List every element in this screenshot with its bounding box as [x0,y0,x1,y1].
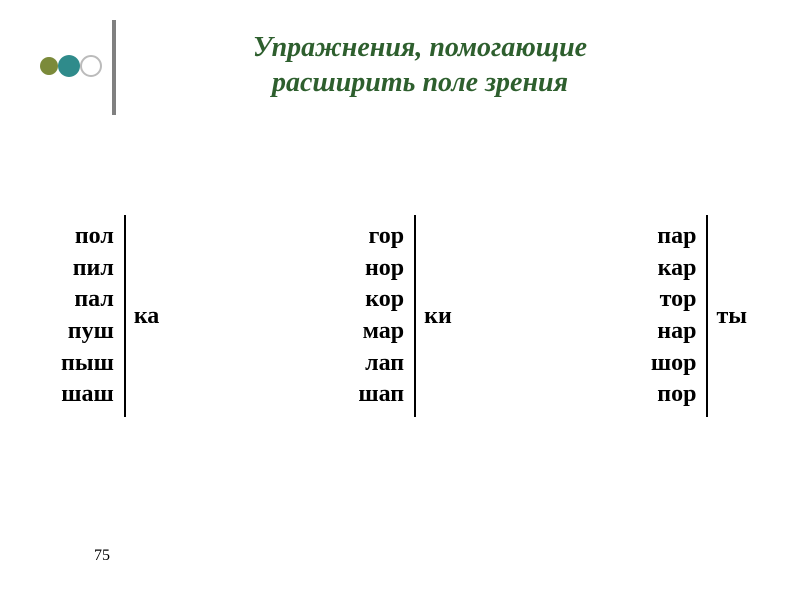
dot-olive-icon [40,57,58,75]
syllable: тор [660,284,697,316]
syllable: пуш [68,316,114,348]
title-divider-bar [112,20,116,115]
syllable-group-1: пол пил пал пуш пыш шаш ка [55,215,167,417]
page-number: 75 [94,547,110,565]
syllable: пор [657,379,696,411]
slide-title: Упражнения, помогающие расширить поле зр… [140,30,700,100]
syllable: гор [368,221,404,253]
syllable: кор [365,284,404,316]
syllable: пыш [61,348,114,380]
dot-teal-icon [58,55,80,77]
syllable: шап [358,379,404,411]
syllable: мар [363,316,405,348]
syllable: шор [651,348,697,380]
suffix-3: ты [708,303,755,330]
syllable-group-3: пар кар тор нар шор пор ты [645,215,755,417]
syllable-column-3: пар кар тор нар шор пор [645,215,707,417]
decorative-dots [40,55,102,77]
syllable: нор [365,253,404,285]
syllable: пил [73,253,114,285]
syllable: кар [658,253,697,285]
slide: Упражнения, помогающие расширить поле зр… [0,0,800,600]
syllable-group-2: гор нор кор мар лап шап ки [352,215,459,417]
dot-hollow-icon [80,55,102,77]
syllable: пол [75,221,114,253]
syllable-column-2: гор нор кор мар лап шап [352,215,414,417]
syllable-column-1: пол пил пал пуш пыш шаш [55,215,124,417]
suffix-2: ки [416,303,460,330]
syllable: пар [657,221,696,253]
syllable: нар [657,316,696,348]
title-line-2: расширить поле зрения [272,67,568,98]
title-line-1: Упражнения, помогающие [253,32,587,63]
syllable: пал [74,284,114,316]
exercise-groups: пол пил пал пуш пыш шаш ка гор нор кор м… [55,215,755,417]
suffix-1: ка [126,303,167,330]
syllable: лап [365,348,404,380]
syllable: шаш [61,379,114,411]
